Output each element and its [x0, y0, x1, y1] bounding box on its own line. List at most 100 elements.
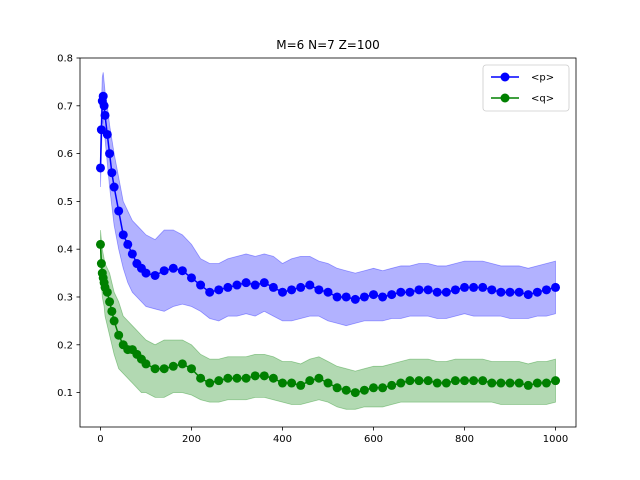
series-1-point: [127, 249, 137, 259]
plot-area: [95, 72, 561, 410]
series-1-point: [359, 292, 369, 302]
series-1-point: [268, 282, 278, 292]
series-2-point: [109, 316, 119, 326]
series-2-point: [105, 297, 115, 307]
series-1-point: [314, 285, 324, 295]
chart-title: M=6 N=7 Z=100: [276, 38, 380, 52]
series-1-point: [232, 280, 242, 290]
series-1-point: [496, 287, 506, 297]
series-1-point: [323, 287, 333, 297]
series-1-point: [478, 282, 488, 292]
series-2-point: [369, 383, 378, 393]
series-2-point: [341, 385, 351, 395]
series-1-point: [118, 230, 128, 240]
series-1-point: [287, 285, 297, 295]
legend-label-1: <p>: [531, 73, 554, 84]
x-tick-label: 0: [97, 434, 103, 445]
series-1-point: [177, 266, 187, 276]
axes: 0 200 400 600 800 1000 0.1 0.2 0.3 0.4 0.5 0.6 0.7 0.…: [57, 54, 577, 445]
series-2-point: [107, 306, 117, 316]
series-1-point: [305, 280, 315, 290]
series-1-point: [460, 282, 470, 292]
series-1-point: [107, 168, 117, 178]
series-2-point: [241, 373, 251, 383]
series-1-point: [109, 182, 119, 192]
series-2-point: [496, 378, 506, 388]
x-tick-label: 200: [182, 434, 201, 445]
y-tick-label: 0.5: [57, 197, 73, 208]
series-1-point: [250, 280, 260, 290]
series-1-point: [123, 239, 133, 249]
series-2-point: [450, 376, 460, 386]
series-2-point: [532, 378, 542, 388]
series-1-point: [223, 282, 233, 292]
series-2-point: [177, 359, 187, 369]
y-tick-label: 0.3: [57, 292, 73, 303]
series-2-point: [296, 380, 306, 390]
series-2-point: [469, 376, 479, 386]
series-2-point: [214, 376, 224, 386]
series-1-point: [150, 270, 160, 280]
series-1-point: [241, 278, 251, 288]
series-1-point: [350, 294, 360, 304]
series-1-point: [332, 292, 342, 302]
series-2-point: [350, 388, 360, 398]
legend: <p> <q>: [482, 64, 570, 112]
series-1-point: [432, 287, 442, 297]
series-2-point: [168, 361, 178, 371]
series-2-point: [186, 364, 196, 374]
x-tick-label: 400: [273, 434, 292, 445]
series-1-point: [205, 287, 215, 297]
series-2-point: [541, 378, 551, 388]
series-2-point: [396, 378, 406, 388]
y-tick-label: 0.1: [57, 388, 73, 399]
x-tick-label: 600: [364, 434, 383, 445]
series-2-point: [205, 378, 215, 388]
series-1-point: [196, 280, 206, 290]
series-2-point: [332, 383, 342, 393]
series-1-point: [387, 290, 397, 300]
series-2-point: [523, 380, 533, 390]
series-1-point: [469, 282, 479, 292]
x-tick-label: 1000: [543, 434, 568, 445]
series-1-point: [100, 110, 110, 120]
series-2-point: [314, 373, 324, 383]
series-2-point: [487, 378, 497, 388]
series-1-point: [487, 285, 497, 295]
series-2-point: [96, 259, 106, 269]
series-1-point: [541, 285, 551, 295]
series-1-point: [141, 268, 151, 278]
series-1-point: [551, 282, 561, 292]
series-2-point: [196, 373, 206, 383]
series-2-point: [405, 376, 415, 386]
x-tick-label: 800: [455, 434, 474, 445]
series-1-point: [114, 206, 124, 216]
series-1-point: [102, 129, 112, 139]
series-1-point: [259, 278, 269, 288]
series-1-point: [105, 149, 115, 159]
series-2-point: [432, 378, 442, 388]
y-tick-label: 0.6: [57, 149, 73, 160]
series-1-point: [405, 287, 415, 297]
legend-marker-1: [500, 72, 510, 82]
series-1-point: [278, 287, 287, 297]
series-2-point: [323, 378, 333, 388]
series-2-point: [223, 373, 233, 383]
series-1-point: [414, 285, 424, 295]
series-1-point: [505, 287, 515, 297]
series-1-point: [523, 290, 533, 300]
series-1-point: [396, 287, 406, 297]
series-1-point: [159, 266, 169, 276]
series-1-point: [168, 263, 178, 273]
series-2-point: [141, 359, 151, 369]
series-2-point: [387, 380, 397, 390]
y-tick-label: 0.4: [57, 245, 73, 256]
series-2-point: [95, 239, 105, 249]
series-1-point: [450, 285, 460, 295]
series-1-point: [186, 273, 196, 283]
series-2-point: [423, 376, 433, 386]
series-1-point: [95, 163, 105, 173]
series-1-point: [369, 290, 378, 300]
series-2-point: [359, 385, 369, 395]
series-2-point: [268, 373, 278, 383]
